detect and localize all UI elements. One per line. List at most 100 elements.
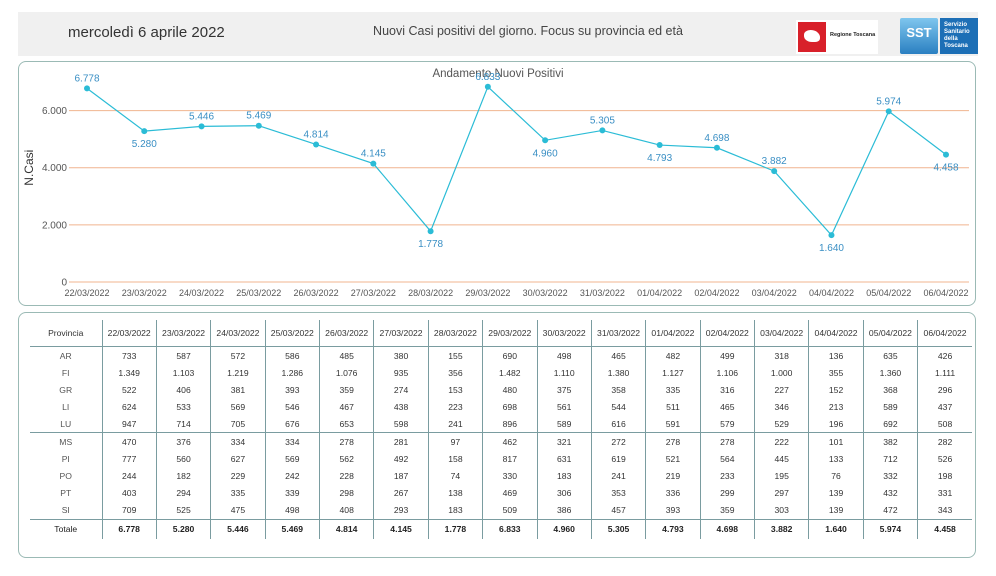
value-cell: 562 (318, 450, 374, 468)
value-cell: 294 (155, 484, 211, 502)
value-cell: 1.110 (536, 364, 592, 382)
value-cell: 139 (808, 501, 864, 520)
table-row: AR 733 587 572 586 485 380 155 690 498 465 482 499 31… (30, 346, 972, 365)
value-cell: 375 (536, 381, 592, 399)
x-tick-label: 26/03/2022 (294, 288, 339, 298)
data-point (713, 144, 720, 151)
value-cell: 272 (590, 432, 646, 451)
value-cell: 267 (373, 484, 429, 502)
province-table: Provincia 22/03/2022 23/03/2022 24/03/2022 2… (30, 320, 972, 539)
value-cell: 1.482 (482, 364, 537, 382)
value-cell: 6.778 (101, 519, 157, 539)
value-cell: 303 (753, 501, 809, 520)
data-point (885, 108, 892, 115)
value-cell: 76 (808, 467, 864, 485)
y-tick-label: 4.000 (42, 163, 67, 174)
value-cell: 705 (210, 415, 266, 434)
value-cell: 561 (536, 398, 592, 416)
value-cell: 336 (645, 484, 701, 502)
data-label: 6.778 (74, 73, 99, 84)
x-tick-label: 03/04/2022 (752, 288, 797, 298)
column-header-date: 23/03/2022 (155, 320, 211, 347)
total-row: Totale 6.778 5.280 5.446 5.469 4.814 4.145 1.77… (30, 519, 972, 539)
value-cell: 4.960 (536, 519, 592, 539)
value-cell: 359 (318, 381, 374, 399)
table-header-row: Provincia 22/03/2022 23/03/2022 24/03/2022 2… (30, 320, 972, 347)
value-cell: 346 (753, 398, 809, 416)
province-cell: SI (30, 501, 102, 520)
value-cell: 572 (210, 346, 266, 365)
value-cell: 692 (862, 415, 918, 434)
data-label: 4.145 (361, 149, 386, 160)
value-cell: 5.305 (590, 519, 646, 539)
value-cell: 619 (590, 450, 646, 468)
value-cell: 511 (645, 398, 701, 416)
value-cell: 627 (210, 450, 266, 468)
value-cell: 343 (917, 501, 972, 520)
value-cell: 569 (210, 398, 266, 416)
value-cell: 6.833 (482, 519, 537, 539)
value-cell: 244 (101, 467, 157, 485)
column-header-date: 24/03/2022 (210, 320, 266, 347)
sst-logo-text: Servizio Sanitario della Toscana (940, 18, 978, 54)
value-cell: 426 (917, 346, 972, 365)
value-cell: 335 (210, 484, 266, 502)
value-cell: 3.882 (753, 519, 809, 539)
data-label: 6.833 (475, 72, 500, 83)
data-point (370, 160, 377, 167)
regione-toscana-logo: Regione Toscana (796, 20, 878, 54)
data-point (943, 151, 949, 158)
value-cell: 733 (101, 346, 157, 365)
value-cell: 492 (373, 450, 429, 468)
province-cell: Totale (54, 524, 78, 535)
value-cell: 1.127 (645, 364, 701, 382)
value-cell: 4.145 (373, 519, 429, 539)
x-tick-label: 05/04/2022 (866, 288, 911, 298)
value-cell: 241 (590, 467, 646, 485)
value-cell: 332 (862, 467, 918, 485)
data-point (198, 123, 205, 130)
table-row: PT 403 294 335 339 298 267 138 469 306 353 336 299 29… (30, 484, 972, 502)
report-title: Nuovi Casi positivi del giorno. Focus su… (373, 24, 683, 38)
value-cell: 1.111 (917, 364, 972, 382)
value-cell: 229 (210, 467, 266, 485)
line-chart: 0 2.000 4.000 6.000 22/03/2022 23/03/2022 24/… (22, 72, 969, 298)
value-cell: 183 (427, 501, 483, 520)
report-date: mercoledì 6 aprile 2022 (68, 24, 225, 41)
column-header-date: 03/04/2022 (753, 320, 809, 347)
province-cell: PT (60, 488, 72, 499)
column-header-date: 02/04/2022 (699, 320, 755, 347)
value-cell: 817 (482, 450, 537, 468)
value-cell: 579 (699, 415, 755, 434)
chart-panel: Andamento Nuovi Positivi 0 2.000 4.000 6.00… (18, 61, 976, 306)
table-row: PO 244 182 229 242 228 187 74 330 183 241 219 233 195… (30, 467, 972, 485)
value-cell: 223 (427, 398, 483, 416)
value-cell: 293 (373, 501, 429, 520)
province-cell: LI (62, 401, 70, 412)
value-cell: 508 (917, 415, 972, 434)
column-header-date: 26/03/2022 (318, 320, 374, 347)
value-cell: 136 (808, 346, 864, 365)
value-cell: 233 (699, 467, 755, 485)
value-cell: 353 (590, 484, 646, 502)
data-label: 5.974 (876, 96, 901, 107)
data-point (255, 122, 262, 129)
data-point (484, 83, 491, 90)
x-tick-label: 24/03/2022 (179, 288, 224, 298)
series-line (86, 85, 947, 237)
value-cell: 698 (482, 398, 537, 416)
value-cell: 714 (155, 415, 211, 434)
data-label: 5.280 (132, 139, 157, 150)
value-cell: 482 (645, 346, 701, 365)
value-cell: 4.698 (699, 519, 755, 539)
value-cell: 368 (862, 381, 918, 399)
value-cell: 1.640 (808, 519, 864, 539)
value-cell: 521 (645, 450, 701, 468)
y-tick-label: 6.000 (42, 106, 67, 117)
value-cell: 635 (862, 346, 918, 365)
value-cell: 1.219 (210, 364, 266, 382)
value-cell: 712 (862, 450, 918, 468)
table-row: GR 522 406 381 393 359 274 153 480 375 358 335 316 22… (30, 381, 972, 399)
value-cell: 498 (536, 346, 592, 365)
province-cell: AR (59, 350, 72, 361)
